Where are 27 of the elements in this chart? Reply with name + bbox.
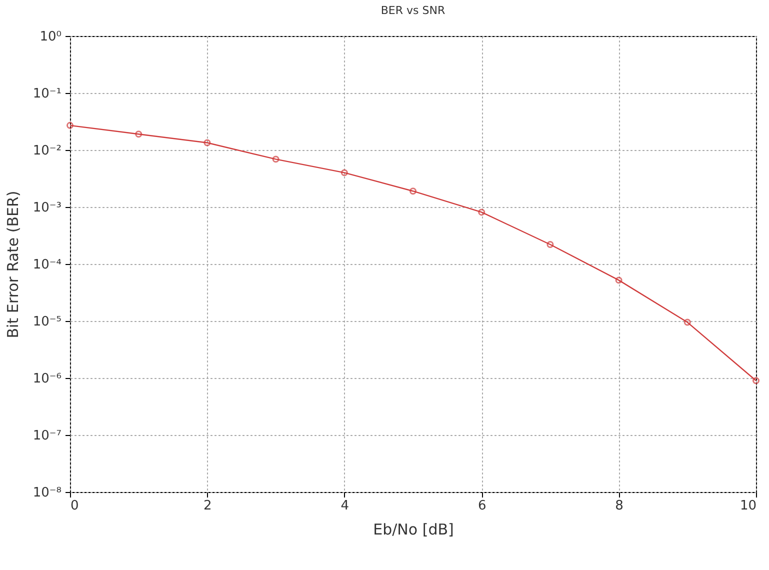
point [340, 169, 348, 176]
y-tick-label: 10⁻⁷ [32, 428, 62, 444]
y-axis-title: Bit Error Rate (BER) [4, 190, 22, 338]
x-tick-label: 8 [615, 498, 624, 514]
x-tick-label: 10 [740, 498, 756, 514]
y-tick-label: 10⁻³ [32, 200, 62, 216]
point [410, 188, 416, 195]
point [478, 208, 486, 216]
point [204, 139, 211, 146]
x-tick-label: 2 [204, 498, 212, 514]
x-tick-label: 6 [478, 498, 486, 514]
point [615, 276, 622, 284]
y-tick-label: 10⁻⁶ [32, 372, 62, 386]
y-tick-label: 10⁻¹ [32, 86, 62, 102]
x-axis-title: Eb/No [dB] [373, 520, 454, 538]
y-tick-label: 10⁻² [32, 144, 62, 158]
point [135, 130, 142, 138]
y-tick-label: 10⁻⁸ [32, 486, 62, 500]
y-tick-label: 10⁰ [40, 30, 62, 44]
y-tick-label: 10⁻⁴ [32, 258, 62, 272]
point [272, 156, 280, 163]
point [546, 241, 554, 248]
y-tick-label: 10⁻⁵ [32, 314, 62, 330]
point [684, 318, 691, 326]
x-tick-label: 4 [340, 498, 350, 514]
x-tick-label: 0 [70, 498, 79, 514]
chart-title: BER vs SNR [380, 4, 446, 17]
